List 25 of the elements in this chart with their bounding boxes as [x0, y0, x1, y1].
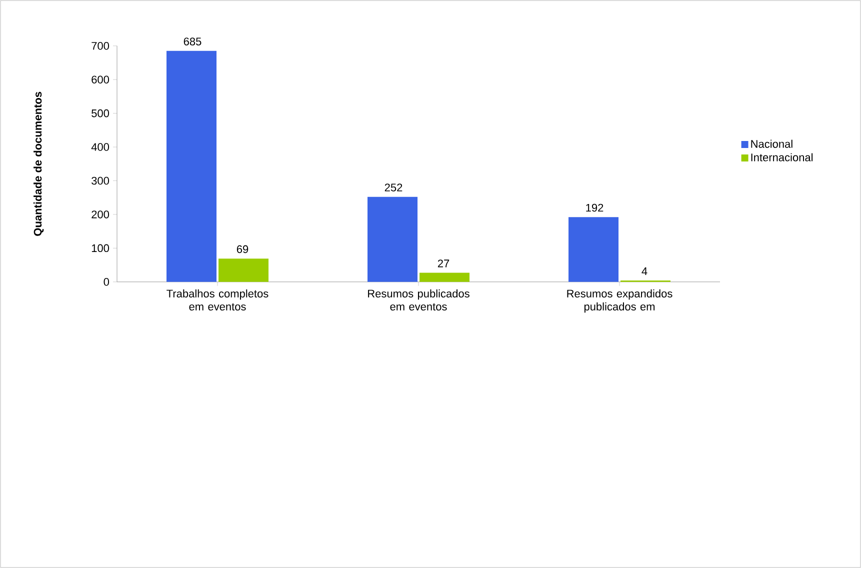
data-label: 192: [586, 204, 604, 212]
y-tick-label: 200: [92, 210, 110, 218]
y-tick-label: 0: [104, 278, 110, 286]
data-label: 27: [438, 260, 450, 268]
data-label: 4: [642, 267, 648, 275]
legend-label: Nacional: [751, 140, 792, 148]
bar: [218, 258, 269, 282]
data-label: 685: [184, 38, 202, 46]
y-tick-label: 100: [92, 244, 110, 252]
y-tick-label: 500: [92, 109, 110, 118]
data-label: 252: [384, 184, 402, 192]
x-tick-label: Resumos publicados em eventos: [368, 289, 470, 310]
legend-label: Internacional: [751, 153, 813, 162]
bar: [568, 217, 619, 282]
bar: [420, 272, 470, 282]
y-tick-label: 300: [92, 176, 110, 185]
x-tick-label: Trabalhos completos em eventos: [166, 289, 268, 310]
y-tick-label: 600: [92, 76, 110, 84]
bar: [368, 196, 418, 282]
y-axis-title: Quantidade de documentos: [34, 92, 44, 236]
y-tick-label: 400: [91, 143, 110, 151]
bar: [166, 50, 217, 282]
y-tick-label: 700: [92, 42, 110, 50]
x-tick-label: Resumos expandidos publicados em: [567, 289, 672, 313]
data-label: 69: [236, 245, 248, 254]
